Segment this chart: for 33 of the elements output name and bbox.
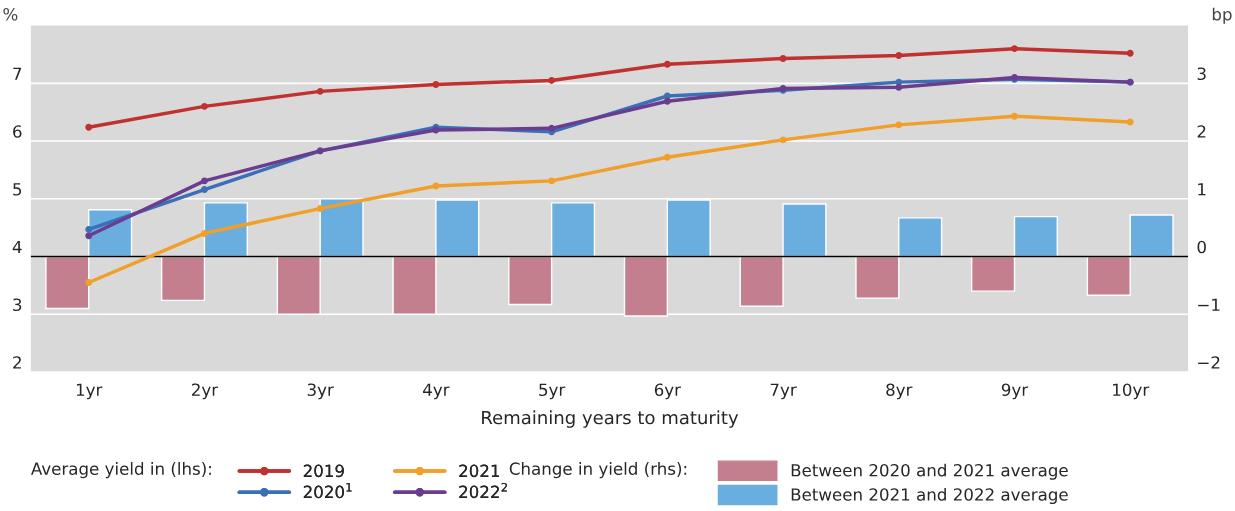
y2-axis-title: bp xyxy=(1212,7,1232,24)
y2-tick-label: 1 xyxy=(1198,183,1206,196)
legend-label: 2020$^{1}$ xyxy=(303,483,352,499)
y2-tick-label: −1 xyxy=(1198,298,1220,311)
legend-label: 2019 xyxy=(303,464,344,478)
y-tick-label: 2 xyxy=(13,356,21,369)
legend-label: 2022$^{2}$ xyxy=(459,482,507,499)
x-tick-label: 1yr xyxy=(76,383,103,400)
legend-label: 2021 xyxy=(459,464,499,478)
x-tick-label: 6yr xyxy=(654,383,681,400)
y2-tick-label: 0 xyxy=(1197,240,1206,254)
x-tick-label: 9yr xyxy=(1001,383,1029,400)
y-axis-title: % xyxy=(3,7,18,21)
y2-tick-label: 3 xyxy=(1197,67,1206,81)
x-tick-label: 10yr xyxy=(1113,383,1150,400)
y2-tick-label: −2 xyxy=(1198,356,1220,369)
y-tick-label: 5 xyxy=(13,183,22,196)
y-tick-label: 3 xyxy=(13,298,22,312)
legend-label: Between 2020 and 2021 average xyxy=(791,463,1068,480)
text: Change in yield (rhs): xyxy=(509,462,687,479)
y2-tick-label: 2 xyxy=(1197,125,1206,138)
x-tick-label: 5yr xyxy=(539,383,566,400)
x-tick-label: 8yr xyxy=(886,383,913,400)
x-tick-label: 2yr xyxy=(192,383,219,400)
y-tick-label: 6 xyxy=(13,125,22,138)
y-tick-label: 7 xyxy=(13,67,22,80)
x-tick-label: 7yr xyxy=(770,383,797,400)
text: Average yield in (lhs): xyxy=(31,462,211,479)
x-tick-label: 4yr xyxy=(423,383,450,400)
x-tick-label: 3yr xyxy=(307,383,334,400)
y-tick-label: 4 xyxy=(12,240,22,254)
x-axis-title: Remaining years to maturity xyxy=(482,410,739,428)
legend-label: Between 2021 and 2022 average xyxy=(791,487,1068,505)
